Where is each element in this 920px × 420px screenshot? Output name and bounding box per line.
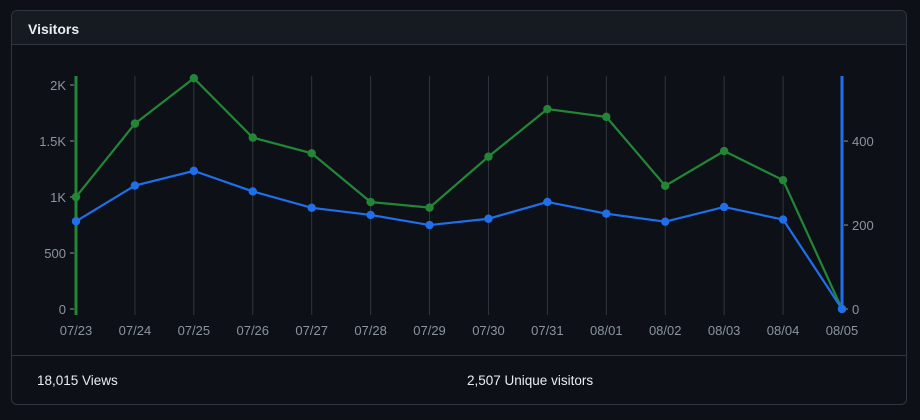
panel-header: Visitors [12,11,906,45]
x-tick-label: 07/26 [236,323,269,338]
x-tick-label: 07/29 [413,323,446,338]
left-axis-tick-label: 1.5K [39,134,66,149]
unique-visitors-point [307,203,316,213]
x-tick-label: 07/31 [531,323,564,338]
footer-divider [12,355,906,356]
views-point [778,175,788,185]
right-axis-tick-label: 400 [852,134,874,149]
left-axis-tick-label: 1K [50,190,66,205]
views-point [366,197,375,207]
views-point [307,149,316,158]
unique-visitors-total: 2,507 Unique visitors [467,373,594,388]
unique-visitors-point [248,187,257,196]
x-tick-label: 08/04 [767,323,800,338]
x-tick-label: 08/05 [826,323,859,338]
views-point [719,146,729,156]
unique-visitors-point [366,210,375,220]
views-point [130,119,140,128]
visitors-panel: Visitors 18,015 Views 2,507 Unique visit… [11,10,907,405]
unique-visitors-point [543,197,552,207]
x-tick-label: 07/23 [60,323,93,338]
views-point [661,181,670,190]
x-tick-label: 08/03 [708,323,741,338]
views-point [71,192,81,202]
views-point [189,74,199,83]
views-total: 18,015 Views [37,373,118,388]
unique-visitors-point [189,166,199,176]
panel-title: Visitors [28,21,80,37]
unique-visitors-point [661,217,670,226]
x-tick-label: 07/27 [295,323,328,338]
right-axis-tick-label: 0 [852,302,859,317]
left-axis-tick-label: 2K [50,78,66,93]
x-tick-label: 08/01 [590,323,623,338]
x-tick-label: 08/02 [649,323,682,338]
views-point [484,152,493,161]
unique-visitors-point [484,214,493,223]
views-point [425,203,434,212]
unique-visitors-point [130,181,140,190]
unique-visitors-point [602,209,611,218]
views-point [543,104,552,114]
x-tick-label: 07/25 [178,323,211,338]
x-tick-label: 07/24 [119,323,152,338]
unique-visitors-line [75,169,843,310]
unique-visitors-point [71,217,81,226]
unique-visitors-point [719,202,729,212]
unique-visitors-point [425,220,434,230]
left-axis-tick-label: 0 [59,302,66,317]
unique-visitors-point [837,304,847,314]
unique-visitors-point [778,215,788,224]
right-axis-tick-label: 200 [852,218,874,233]
x-tick-label: 07/30 [472,323,505,338]
views-point [602,112,611,122]
x-tick-label: 07/28 [354,323,387,338]
views-point [248,133,257,142]
left-axis-tick-label: 500 [44,246,66,261]
views-line [75,76,844,310]
